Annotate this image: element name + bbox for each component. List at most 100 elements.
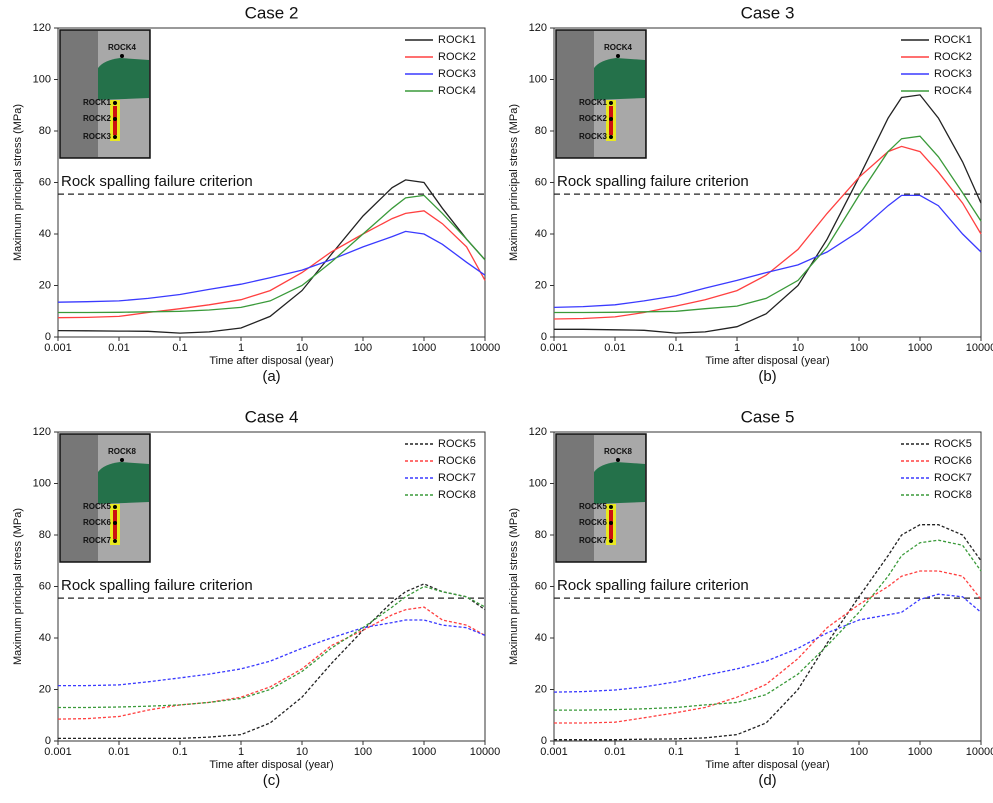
y-tick-label: 20 — [535, 279, 547, 291]
y-tick-label: 20 — [535, 683, 547, 695]
inset-point — [609, 101, 613, 105]
series-line — [58, 619, 486, 687]
x-axis-label: Time after disposal (year) — [209, 759, 333, 771]
inset-label: ROCK6 — [83, 518, 112, 527]
inset-point — [609, 135, 613, 139]
series-line — [57, 210, 486, 319]
y-tick-label: 100 — [529, 477, 547, 489]
series-line — [58, 583, 486, 740]
inset-label: ROCK7 — [83, 536, 112, 545]
legend-label: ROCK3 — [438, 68, 476, 80]
x-axis-label: Time after disposal (year) — [705, 759, 829, 771]
inset-label: ROCK4 — [108, 43, 137, 52]
y-tick-label: 20 — [39, 683, 51, 695]
y-tick-label: 120 — [33, 22, 51, 34]
legend-label: ROCK2 — [934, 51, 972, 63]
y-tick-label: 60 — [535, 176, 547, 188]
panel: Case 2 0 20 40 60 80 100 120 0.001 0.01 0.1 1 10 100 1… — [12, 3, 500, 384]
inset-point — [609, 505, 613, 509]
x-tick-label: 10 — [792, 746, 804, 758]
inset-point — [609, 521, 613, 525]
x-tick-label: 0.001 — [44, 342, 72, 354]
inset-label: ROCK3 — [579, 132, 608, 141]
x-tick-label: 1000 — [908, 342, 932, 354]
x-tick-label: 0.001 — [540, 746, 568, 758]
series-line — [553, 145, 982, 320]
y-tick-label: 0 — [45, 331, 51, 343]
criterion-label: Rock spalling failure criterion — [61, 173, 253, 190]
x-axis-label: Time after disposal (year) — [209, 355, 333, 367]
series-line — [554, 135, 982, 314]
y-tick-label: 80 — [535, 125, 547, 137]
y-axis-label: Maximum principal stress (MPa) — [508, 508, 520, 665]
x-tick-label: 1 — [734, 746, 740, 758]
inset-label: ROCK8 — [108, 447, 137, 456]
y-tick-label: 40 — [39, 632, 51, 644]
legend-label: ROCK8 — [934, 489, 972, 501]
panel: Case 4 0 20 40 60 80 100 120 0.001 0.01 0.1 1 10 100 1… — [12, 407, 500, 788]
y-tick-label: 60 — [535, 580, 547, 592]
x-tick-label: 10 — [296, 342, 308, 354]
series-line — [553, 194, 982, 309]
inset-point — [120, 458, 124, 462]
inset-point — [609, 117, 613, 121]
legend-label: ROCK7 — [438, 472, 476, 484]
x-tick-label: 0.01 — [108, 342, 129, 354]
legend-label: ROCK4 — [438, 85, 476, 97]
series-line — [553, 593, 982, 693]
inset-tunnel — [594, 58, 645, 100]
y-tick-label: 120 — [33, 426, 51, 438]
inset-point — [113, 539, 117, 543]
series-line — [57, 230, 486, 303]
panel-label: (b) — [758, 368, 776, 385]
criterion-label: Rock spalling failure criterion — [61, 577, 253, 594]
y-axis-label: Maximum principal stress (MPa) — [508, 104, 520, 261]
inset-point — [616, 458, 620, 462]
y-axis-label: Maximum principal stress (MPa) — [12, 104, 24, 261]
x-tick-label: 100 — [850, 342, 868, 354]
x-tick-label: 10000 — [470, 342, 501, 354]
panel: Case 5 0 20 40 60 80 100 120 0.001 0.01 0.1 1 10 100 1… — [508, 407, 993, 788]
x-tick-label: 0.01 — [108, 746, 129, 758]
chart-title: Case 2 — [245, 3, 299, 22]
inset-point — [113, 135, 117, 139]
inset-point — [113, 521, 117, 525]
criterion-label: Rock spalling failure criterion — [557, 173, 749, 190]
x-tick-label: 0.001 — [44, 746, 72, 758]
x-tick-label: 100 — [354, 746, 372, 758]
x-tick-label: 100 — [850, 746, 868, 758]
inset-label: ROCK2 — [83, 114, 112, 123]
x-tick-label: 10 — [792, 342, 804, 354]
chart-title: Case 5 — [741, 407, 795, 426]
x-tick-label: 1000 — [412, 746, 436, 758]
chart-title: Case 4 — [245, 407, 299, 426]
x-tick-label: 0.001 — [540, 342, 568, 354]
series-line — [554, 539, 982, 711]
y-tick-label: 0 — [45, 735, 51, 747]
y-tick-label: 40 — [535, 228, 547, 240]
inset-label: ROCK5 — [579, 502, 608, 511]
inset-label: ROCK7 — [579, 536, 608, 545]
x-tick-label: 0.01 — [604, 746, 625, 758]
legend-label: ROCK1 — [934, 34, 972, 46]
x-tick-label: 0.01 — [604, 342, 625, 354]
inset-label: ROCK8 — [604, 447, 633, 456]
y-tick-label: 100 — [529, 73, 547, 85]
x-tick-label: 10000 — [966, 342, 993, 354]
x-tick-label: 1000 — [908, 746, 932, 758]
legend-label: ROCK5 — [934, 438, 972, 450]
inset-label: ROCK1 — [579, 98, 608, 107]
y-tick-label: 0 — [541, 331, 547, 343]
series-line — [554, 524, 982, 741]
panel-label: (a) — [262, 368, 280, 385]
legend-label: ROCK3 — [934, 68, 972, 80]
inset-tunnel — [98, 462, 149, 504]
y-tick-label: 120 — [529, 426, 547, 438]
legend-label: ROCK6 — [934, 455, 972, 467]
legend-label: ROCK4 — [934, 85, 972, 97]
y-tick-label: 100 — [33, 477, 51, 489]
legend-label: ROCK7 — [934, 472, 972, 484]
inset-label: ROCK4 — [604, 43, 633, 52]
legend-label: ROCK8 — [438, 489, 476, 501]
